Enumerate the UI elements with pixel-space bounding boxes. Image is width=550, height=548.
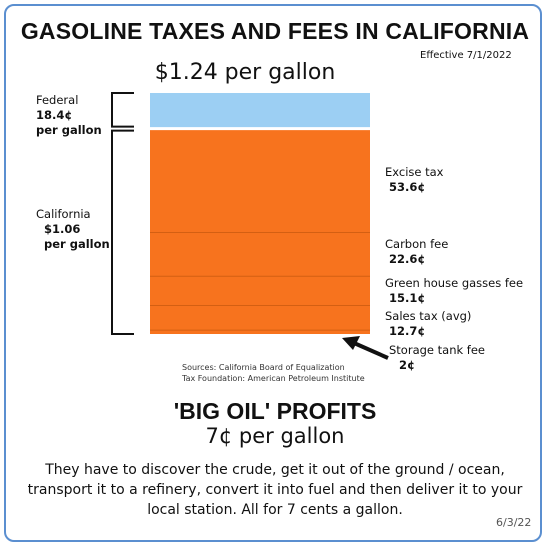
california-bracket-label: California $1.06 per gallon (36, 207, 110, 252)
bar-segment-excise-tax (150, 128, 370, 233)
ghg-fee-label: Green house gasses fee (385, 276, 524, 290)
bar-segment-green-house-gasses-fee (150, 276, 370, 306)
profits-title: 'BIG OIL' PROFITS (173, 398, 377, 424)
sources: Sources: California Board of Equalizatio… (182, 362, 365, 384)
seg-label-carbon: Carbon fee 22.6¢ (385, 237, 448, 267)
storage-fee-label: Storage tank fee (389, 343, 486, 357)
federal-bracket (111, 92, 134, 128)
storage-arrow-head (342, 336, 360, 350)
california-unit: per gallon (44, 237, 110, 251)
source-line-2: Tax Foundation: American Petroleum Insti… (182, 374, 365, 383)
carbon-fee-label: Carbon fee (385, 237, 449, 251)
california-bracket (111, 129, 134, 335)
carbon-fee-value: 22.6¢ (389, 252, 426, 266)
federal-label: Federal (36, 93, 79, 107)
california-value: $1.06 (44, 222, 81, 236)
seg-label-sales: Sales tax (avg) 12.7¢ (385, 309, 471, 339)
excise-tax-value: 53.6¢ (389, 180, 426, 194)
effective-date: Effective 7/1/2022 (420, 50, 512, 61)
storage-fee-value: 2¢ (399, 358, 416, 372)
federal-unit: per gallon (36, 123, 102, 137)
federal-value: 18.4¢ (36, 108, 73, 122)
bar-segment-federal (150, 93, 370, 129)
footer-date: 6/3/22 (496, 516, 532, 529)
storage-arrow-shaft (353, 341, 389, 360)
seg-label-ghg: Green house gasses fee 15.1¢ (385, 276, 523, 306)
bar-segment-storage-tank-fee (150, 330, 370, 334)
seg-label-excise: Excise tax 53.6¢ (385, 165, 443, 195)
ghg-fee-value: 15.1¢ (389, 291, 426, 305)
federal-bracket-label: Federal 18.4¢ per gallon (36, 93, 102, 138)
profits-description: They have to discover the crude, get it … (27, 462, 523, 518)
bar-segment-sales-tax-avg (150, 305, 370, 331)
profits-value: 7¢ per gallon (205, 424, 345, 448)
page-title: GASOLINE TAXES AND FEES IN CALIFORNIA (20, 18, 530, 44)
source-line-1: Sources: California Board of Equalizatio… (182, 363, 345, 372)
total-per-gallon: $1.24 per gallon (154, 60, 336, 85)
excise-tax-label: Excise tax (385, 165, 444, 179)
bar-segment-carbon-fee (150, 232, 370, 277)
sales-tax-label: Sales tax (avg) (385, 309, 472, 323)
california-label: California (36, 207, 91, 221)
seg-label-storage: Storage tank fee 2¢ (389, 343, 485, 373)
sales-tax-value: 12.7¢ (389, 324, 426, 338)
